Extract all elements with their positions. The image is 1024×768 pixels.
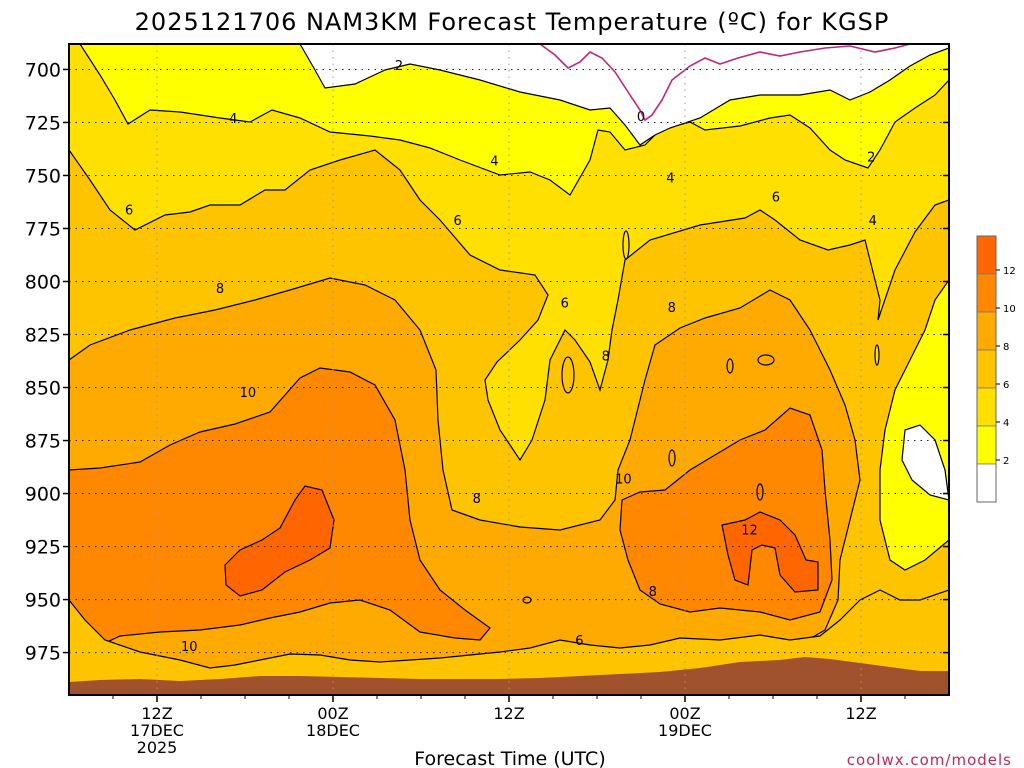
surface-terrain (69, 657, 949, 695)
colorbar-swatch (976, 235, 997, 275)
contour-label: 12 (741, 524, 758, 539)
x-axis-label: Forecast Time (UTC) (414, 748, 605, 768)
plot-area (69, 44, 949, 695)
y-tick-label: 700 (25, 59, 61, 81)
contour-label: 4 (869, 214, 877, 229)
contour-pocket (757, 354, 775, 366)
y-tick-label: 750 (25, 165, 61, 187)
region-below-2 (299, 44, 949, 146)
contour-label: 6 (125, 203, 133, 218)
colorbar: 12 10 8 6 4 2 (976, 235, 1016, 503)
y-axis: 700 725 750 775 800 825 850 875 900 925 950 975 (25, 59, 949, 665)
contour-label: 4 (666, 172, 674, 187)
colorbar-swatch (976, 273, 997, 313)
y-tick-label: 825 (25, 325, 61, 347)
contour-pocket (668, 449, 676, 467)
contour-label: 6 (561, 297, 569, 312)
contour-label: 2 (867, 150, 875, 165)
x-tick-label: 17DEC (130, 721, 184, 740)
region-2-4-right (879, 278, 949, 571)
contour-label: 4 (229, 112, 237, 127)
y-tick-label: 975 (25, 643, 61, 665)
colorbar-label: 2 (1003, 456, 1009, 467)
contour-pocket (622, 230, 630, 260)
contour-label: 8 (649, 585, 657, 600)
contour-label: 8 (668, 301, 676, 316)
y-tick-label: 875 (25, 431, 61, 453)
region-10-12-left (69, 367, 491, 655)
contour-pocket (756, 483, 764, 501)
contour-label: 6 (772, 191, 780, 206)
colorbar-label: 10 (1003, 304, 1016, 315)
contour-label: 4 (490, 155, 498, 170)
contour-pocket (561, 356, 575, 394)
colorbar-swatch (976, 425, 997, 465)
contour-label: 10 (240, 386, 257, 401)
zero-isotherm (539, 44, 911, 122)
contour-label: 10 (181, 640, 198, 655)
colorbar-swatch (976, 463, 997, 503)
contour-label: 8 (602, 350, 610, 365)
y-tick-label: 775 (25, 218, 61, 240)
contour-label: 8 (473, 492, 481, 507)
contour-label: 8 (216, 282, 224, 297)
x-tick-label: 12Z (845, 704, 876, 723)
x-tick-label: 18DEC (306, 721, 360, 740)
colorbar-label: 6 (1003, 380, 1009, 391)
credit-text: coolwx.com/models (847, 751, 1012, 768)
contour-label: 0 (637, 110, 645, 125)
colorbar-swatch (976, 349, 997, 389)
chart-title: 2025121706 NAM3KM Forecast Temperature (… (135, 8, 890, 36)
region-12-left (224, 485, 335, 597)
y-tick-label: 925 (25, 537, 61, 559)
colorbar-frame (976, 235, 997, 503)
y-tick-label: 725 (25, 112, 61, 134)
y-tick-label: 800 (25, 271, 61, 293)
y-tick-label: 900 (25, 484, 61, 506)
y-tick-label: 950 (25, 590, 61, 612)
x-tick-label: 2025 (137, 738, 178, 757)
x-tick-label: 12Z (493, 704, 524, 723)
region-below-2-right (901, 424, 949, 501)
region-12-right (721, 511, 819, 593)
contour-label: 10 (615, 473, 632, 488)
contour-label: 2 (395, 59, 403, 74)
x-tick-label: 12Z (141, 704, 172, 723)
colorbar-label: 12 (1003, 266, 1016, 277)
contour-label: 6 (575, 634, 583, 649)
contour-pocket (874, 344, 880, 366)
colorbar-swatch (976, 387, 997, 427)
y-tick-label: 850 (25, 378, 61, 400)
x-tick-label: 19DEC (658, 721, 712, 740)
colorbar-label: 8 (1003, 342, 1009, 353)
x-tick-label: 00Z (669, 704, 700, 723)
grid (69, 44, 949, 695)
colorbar-swatch (976, 311, 997, 351)
contour-label: 6 (454, 214, 462, 229)
contour-labels: 2 0 2 4 4 4 4 6 6 6 6 6 8 8 8 8 8 10 10 10 12 (125, 59, 877, 655)
colorbar-label: 4 (1003, 418, 1009, 429)
x-tick-label: 00Z (317, 704, 348, 723)
contour-pocket (726, 358, 734, 374)
